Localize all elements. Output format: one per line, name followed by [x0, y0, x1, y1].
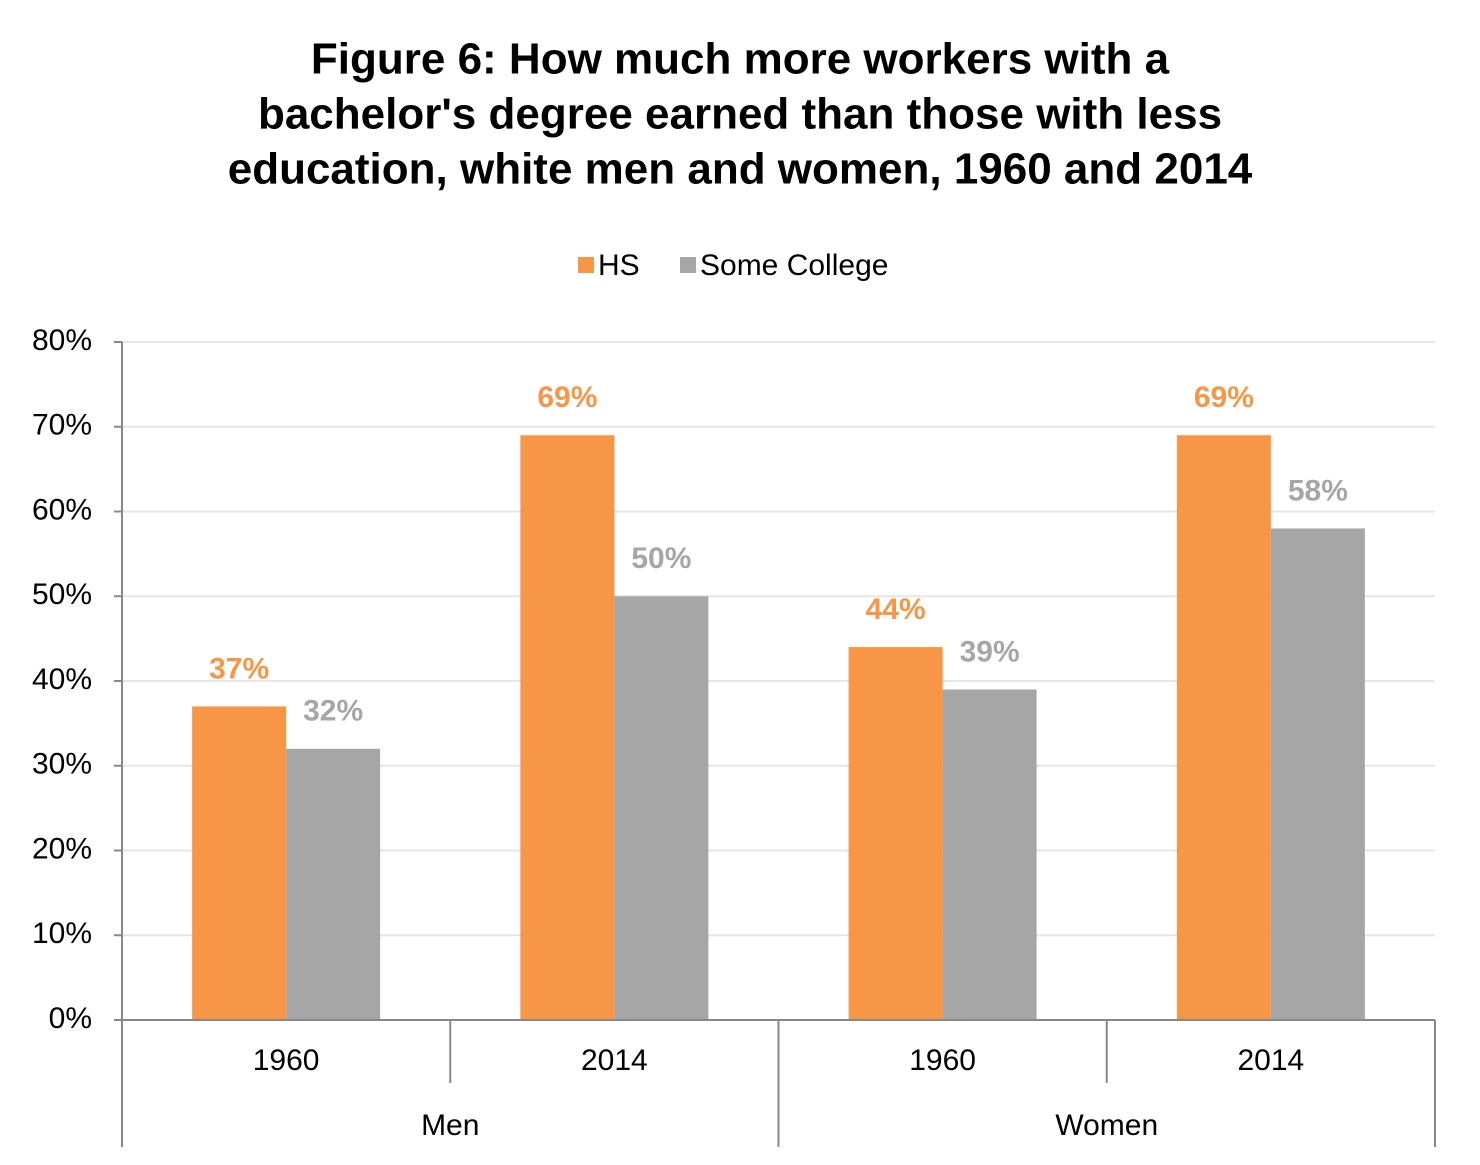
bar: [1176, 435, 1271, 1021]
bar: [848, 647, 943, 1020]
data-label: 39%: [960, 635, 1020, 668]
y-tick-label: 10%: [32, 917, 92, 950]
x-tick-label: 1960: [253, 1044, 320, 1077]
data-label: 69%: [537, 381, 597, 414]
data-label: 58%: [1288, 474, 1348, 507]
x-tick-label: 2014: [1238, 1044, 1305, 1077]
bar: [614, 596, 709, 1020]
legend-label: HS: [598, 249, 640, 282]
bar: [942, 689, 1037, 1020]
y-tick-label: 70%: [32, 409, 92, 442]
data-label: 50%: [631, 542, 691, 575]
legend-swatch: [680, 257, 696, 273]
bar: [286, 748, 381, 1020]
bar: [1270, 528, 1365, 1020]
y-tick-label: 40%: [32, 663, 92, 696]
data-label: 44%: [866, 593, 926, 626]
legend-swatch: [578, 257, 594, 273]
y-tick-label: 80%: [32, 324, 92, 357]
y-tick-label: 60%: [32, 493, 92, 526]
chart-title: bachelor's degree earned than those with…: [258, 90, 1222, 139]
group-label: Women: [1055, 1109, 1158, 1142]
y-tick-label: 50%: [32, 578, 92, 611]
group-label: Men: [421, 1109, 479, 1142]
x-tick-label: 2014: [581, 1044, 648, 1077]
legend-label: Some College: [700, 249, 888, 282]
data-label: 37%: [209, 652, 269, 685]
data-label: 69%: [1194, 381, 1254, 414]
bar: [192, 706, 287, 1020]
y-tick-label: 20%: [32, 832, 92, 865]
x-tick-label: 1960: [909, 1044, 976, 1077]
y-tick-label: 0%: [49, 1002, 92, 1035]
chart-title: Figure 6: How much more workers with a: [311, 35, 1170, 84]
y-tick-label: 30%: [32, 748, 92, 781]
bar: [520, 435, 615, 1021]
chart-title: education, white men and women, 1960 and…: [228, 145, 1253, 194]
data-label: 32%: [303, 695, 363, 728]
